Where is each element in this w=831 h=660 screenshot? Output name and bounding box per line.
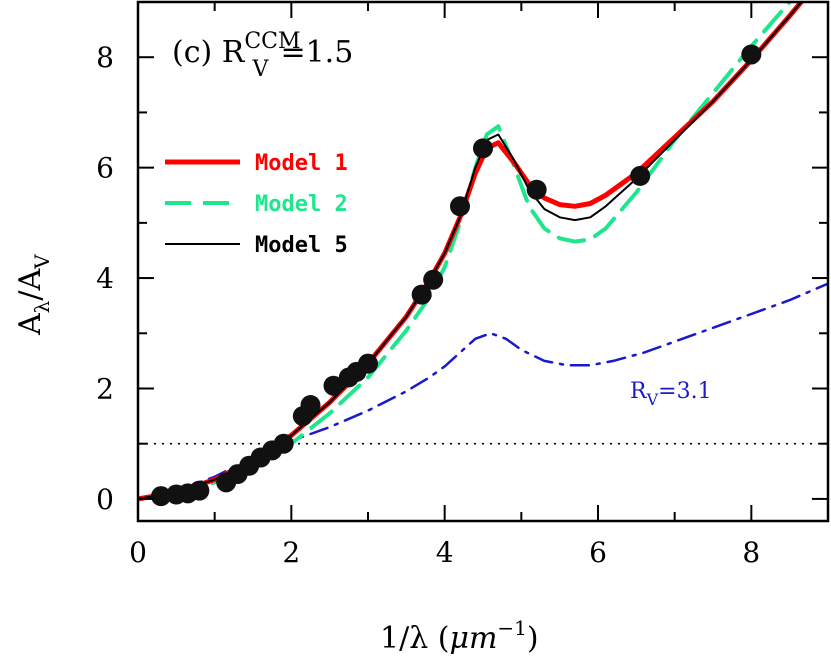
data-point [151, 486, 171, 507]
legend-label-model5: Model 5 [255, 233, 348, 258]
panel-label: (c) RCCM V =1.5 [172, 29, 353, 82]
y-tick-labels: 0 2 4 6 8 [96, 41, 114, 516]
plot-frame [136, 0, 830, 523]
y-tick-label: 2 [96, 372, 114, 405]
data-point [358, 353, 378, 374]
y-tick-label: 6 [96, 152, 114, 185]
data-point [323, 375, 344, 396]
x-axis-title: 1/λ (μm−1) [380, 616, 539, 656]
x-tick-label: 0 [129, 536, 147, 569]
data-point [450, 196, 470, 217]
x-tick-label: 8 [742, 536, 760, 569]
data-point [300, 395, 321, 416]
x-tick-label: 6 [589, 536, 607, 569]
y-axis-title: Aλ/AV [13, 254, 54, 336]
data-point [189, 480, 210, 501]
series-model-1 [138, 2, 805, 502]
y-tick-label: 0 [96, 483, 114, 516]
data-point [630, 165, 651, 186]
points-layer [151, 44, 762, 507]
x-tick-label: 4 [436, 536, 454, 569]
data-point [741, 44, 762, 65]
y-tick-label: 4 [96, 262, 114, 295]
y-tick-label: 8 [96, 41, 114, 74]
data-point [423, 269, 444, 290]
series-model-5 [138, 2, 803, 500]
legend-label-model1: Model 1 [255, 151, 348, 176]
series-model-2 [138, 2, 793, 501]
legend-label-model2: Model 2 [255, 192, 348, 217]
rv-label: RV=3.1 [630, 379, 712, 409]
data-point [273, 433, 294, 454]
x-tick-labels: 0 2 4 6 8 [129, 536, 760, 569]
legend: Model 1 Model 2 Model 5 [165, 151, 348, 258]
series-layer [138, 2, 828, 502]
data-point [526, 179, 547, 200]
x-tick-label: 2 [282, 536, 300, 569]
data-point [411, 284, 432, 305]
ticks-layer [137, 1, 829, 521]
data-point [473, 138, 493, 159]
